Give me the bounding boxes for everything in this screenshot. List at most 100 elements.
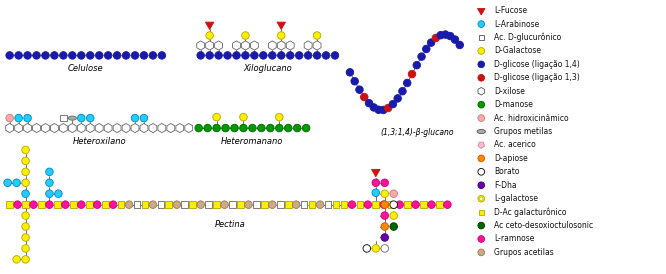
Text: Celulose: Celulose — [68, 64, 104, 73]
Circle shape — [224, 52, 231, 59]
Circle shape — [381, 201, 388, 209]
Text: Xiloglucano: Xiloglucano — [244, 64, 292, 73]
Circle shape — [478, 236, 485, 242]
Text: L-ramnose: L-ramnose — [494, 235, 535, 244]
Circle shape — [14, 201, 21, 209]
Circle shape — [206, 52, 213, 59]
Circle shape — [232, 52, 240, 59]
Circle shape — [276, 124, 283, 132]
Text: Borato: Borato — [494, 167, 519, 176]
Circle shape — [381, 179, 388, 187]
Circle shape — [428, 201, 436, 209]
Circle shape — [390, 212, 398, 219]
Circle shape — [278, 32, 285, 39]
Circle shape — [370, 104, 378, 111]
Circle shape — [206, 32, 213, 39]
Circle shape — [220, 201, 228, 209]
Circle shape — [131, 52, 139, 59]
Text: D-Galactose: D-Galactose — [494, 46, 541, 55]
Circle shape — [46, 201, 53, 209]
Circle shape — [268, 52, 276, 59]
Circle shape — [197, 52, 204, 59]
Circle shape — [380, 106, 387, 114]
Circle shape — [313, 52, 321, 59]
Circle shape — [46, 168, 53, 176]
Circle shape — [22, 190, 29, 198]
Circle shape — [105, 52, 112, 59]
Circle shape — [316, 201, 324, 209]
Circle shape — [381, 245, 388, 252]
Text: Pectina: Pectina — [215, 219, 246, 229]
Circle shape — [24, 114, 31, 122]
Text: Ac. D-glucurônico: Ac. D-glucurônico — [494, 33, 561, 42]
Circle shape — [69, 52, 76, 59]
Ellipse shape — [477, 129, 486, 134]
Circle shape — [248, 124, 256, 132]
Text: D-apiose: D-apiose — [494, 154, 528, 163]
Circle shape — [372, 179, 380, 187]
Circle shape — [478, 155, 485, 162]
Circle shape — [364, 201, 372, 209]
Circle shape — [4, 179, 11, 187]
Text: D-xilose: D-xilose — [494, 87, 525, 96]
Circle shape — [61, 201, 69, 209]
Circle shape — [360, 93, 368, 101]
Circle shape — [437, 32, 444, 39]
Circle shape — [149, 52, 157, 59]
Circle shape — [46, 190, 53, 198]
Text: L-Fucose: L-Fucose — [494, 6, 527, 15]
Circle shape — [197, 201, 204, 209]
Circle shape — [266, 124, 274, 132]
Circle shape — [302, 124, 310, 132]
Text: L-galactose: L-galactose — [494, 194, 538, 203]
Circle shape — [22, 179, 29, 187]
Circle shape — [195, 124, 202, 132]
Circle shape — [30, 201, 37, 209]
Circle shape — [331, 52, 339, 59]
Circle shape — [480, 197, 483, 200]
Circle shape — [260, 52, 267, 59]
Circle shape — [432, 34, 440, 42]
Circle shape — [22, 234, 29, 241]
Circle shape — [258, 124, 265, 132]
Text: Ac ceto-desoxioctulosonic: Ac ceto-desoxioctulosonic — [494, 221, 593, 230]
Circle shape — [286, 52, 294, 59]
Circle shape — [244, 201, 252, 209]
Circle shape — [250, 52, 258, 59]
Circle shape — [22, 168, 29, 176]
Circle shape — [22, 157, 29, 165]
Circle shape — [396, 201, 404, 209]
Circle shape — [412, 201, 420, 209]
Circle shape — [380, 201, 388, 209]
Circle shape — [125, 201, 133, 209]
Circle shape — [356, 86, 363, 93]
Circle shape — [230, 124, 238, 132]
Circle shape — [215, 52, 222, 59]
Circle shape — [478, 101, 485, 108]
Circle shape — [113, 52, 121, 59]
Circle shape — [22, 146, 29, 154]
Circle shape — [24, 52, 31, 59]
Circle shape — [418, 53, 426, 60]
Circle shape — [51, 52, 58, 59]
Circle shape — [365, 99, 373, 107]
Circle shape — [428, 39, 435, 46]
Circle shape — [381, 190, 388, 198]
Circle shape — [381, 234, 388, 241]
Text: Ac. hidroxicinâmico: Ac. hidroxicinâmico — [494, 114, 569, 122]
Circle shape — [242, 52, 249, 59]
Circle shape — [390, 223, 398, 230]
Text: Grupos acetilas: Grupos acetilas — [494, 248, 554, 257]
Circle shape — [22, 223, 29, 230]
Circle shape — [304, 52, 312, 59]
Circle shape — [389, 100, 397, 108]
Circle shape — [240, 113, 247, 121]
Circle shape — [6, 114, 13, 122]
Ellipse shape — [68, 116, 77, 120]
Text: F-Dha: F-Dha — [494, 181, 517, 190]
Circle shape — [444, 201, 451, 209]
Circle shape — [15, 52, 23, 59]
Circle shape — [456, 41, 464, 49]
Circle shape — [478, 48, 485, 54]
Circle shape — [93, 201, 101, 209]
